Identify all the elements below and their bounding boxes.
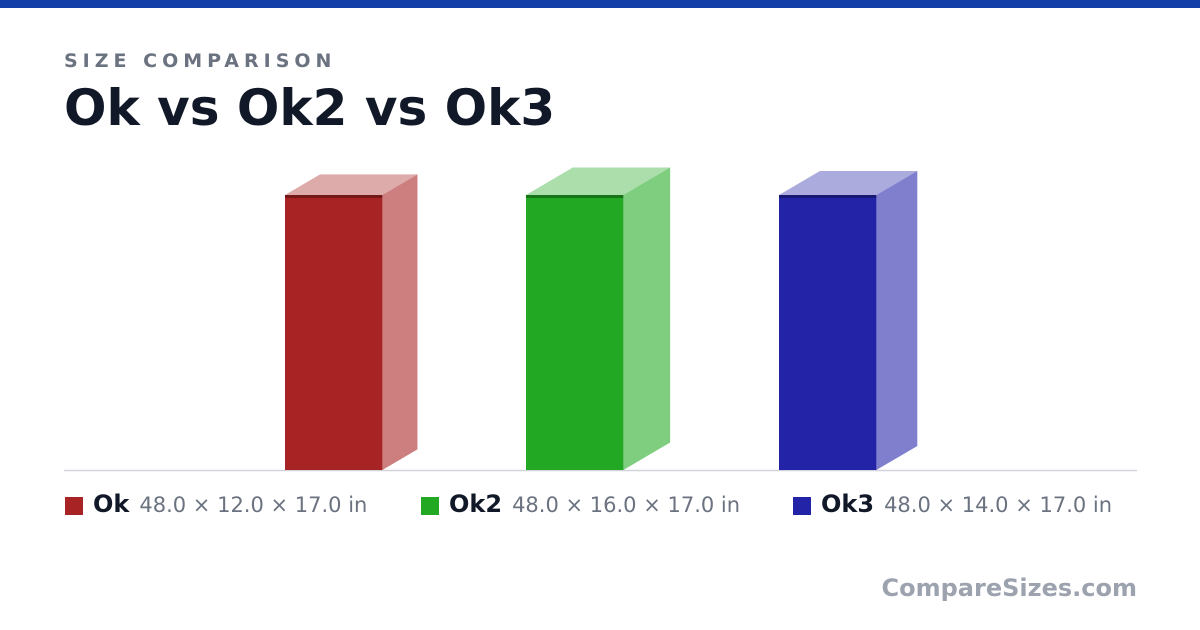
legend-name: Ok2 [449,490,502,518]
legend-dims: 48.0 × 16.0 × 17.0 in [512,493,740,517]
top-bar [0,0,1200,8]
legend-swatch [421,497,439,515]
box-front [526,195,624,470]
legend-swatch [793,497,811,515]
box-side [382,174,418,470]
title: Ok vs Ok2 vs Ok3 [64,79,555,137]
brand: CompareSizes.com [882,574,1137,602]
box-side [876,170,918,470]
box-top [285,174,418,195]
box-edge [779,195,877,198]
box-front [285,195,383,470]
legend-name: Ok3 [821,490,874,518]
box-side [623,167,671,470]
legend-swatch [65,497,83,515]
box-edge [285,195,383,198]
legend-dims: 48.0 × 14.0 × 17.0 in [884,493,1112,517]
box-top [526,167,671,195]
legend-dims: 48.0 × 12.0 × 17.0 in [139,493,367,517]
kicker: SIZE COMPARISON [64,50,336,72]
box-edge [526,195,624,198]
legend-name: Ok [93,490,130,518]
box-top [779,170,918,195]
box-front [779,195,877,470]
